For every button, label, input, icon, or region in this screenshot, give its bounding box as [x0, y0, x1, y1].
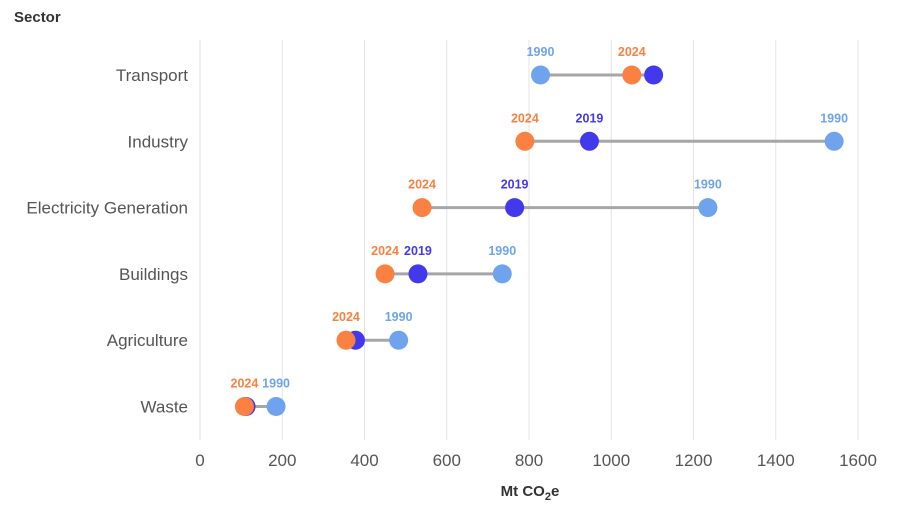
point-waste-2024: [234, 397, 254, 416]
gridlines: [199, 40, 859, 440]
x-tick-label-1200: 1200: [675, 451, 713, 470]
point-electricity-generation-2024: [412, 198, 432, 218]
x-tick-label-400: 400: [350, 451, 378, 470]
category-labels: Transport Industry Electricity Generation B…: [26, 66, 188, 417]
data-label-agriculture-1990: 1990: [385, 310, 413, 324]
data-label-industry-2019: 2019: [576, 111, 604, 125]
data-label-electricity-generation-1990: 1990: [694, 178, 722, 192]
point-buildings-2019: [408, 264, 428, 284]
data-label-electricity-generation-2019: 2019: [501, 178, 529, 192]
point-agriculture-2024: [336, 330, 356, 350]
point-industry-2024: [515, 131, 535, 151]
x-tick-labels: 0 200 400 600 800 1000 1200 1400 1600: [195, 451, 877, 470]
point-industry-2019: [579, 131, 599, 151]
data-label-electricity-generation-2024: 2024: [408, 178, 436, 192]
category-label-transport: Transport: [116, 66, 188, 85]
point-transport-1990: [531, 65, 551, 85]
x-tick-label-200: 200: [268, 451, 296, 470]
point-agriculture-1990: [389, 330, 409, 350]
data-label-industry-2024: 2024: [511, 111, 539, 125]
point-electricity-generation-1990: [698, 198, 718, 218]
x-tick-label-800: 800: [515, 451, 543, 470]
x-tick-label-1400: 1400: [757, 451, 795, 470]
data-label-transport-2024: 2024: [618, 45, 646, 59]
category-label-waste: Waste: [140, 398, 188, 417]
point-buildings-1990: [492, 264, 512, 284]
data-label-waste-1990: 1990: [262, 377, 290, 391]
point-transport-2019: [644, 65, 664, 85]
data-points: [234, 65, 844, 416]
x-tick-label-1600: 1600: [839, 451, 877, 470]
data-labels: 1990 202419902019202419902019202419902019…: [231, 45, 849, 391]
y-axis-title: Sector: [14, 9, 61, 26]
point-electricity-generation-2019: [505, 198, 525, 218]
data-label-waste-2024: 2024: [231, 377, 259, 391]
data-label-industry-1990: 1990: [820, 111, 848, 125]
category-label-industry: Industry: [128, 132, 189, 151]
point-transport-2024: [622, 65, 642, 85]
point-waste-1990: [266, 397, 286, 416]
category-label-buildings: Buildings: [119, 265, 188, 284]
x-tick-label-600: 600: [433, 451, 461, 470]
data-label-agriculture-2024: 2024: [332, 310, 360, 324]
point-industry-1990: [824, 131, 844, 151]
connectors: [244, 73, 835, 408]
x-axis-title: Mt CO2e: [501, 483, 560, 503]
data-label-transport-1990: 1990: [527, 45, 555, 59]
point-buildings-2024: [375, 264, 395, 284]
x-tick-label-1000: 1000: [592, 451, 630, 470]
data-label-buildings-1990: 1990: [488, 244, 516, 258]
x-axis-title-suffix: e: [551, 483, 559, 500]
category-label-electricity-generation: Electricity Generation: [26, 199, 188, 218]
category-label-agriculture: Agriculture: [107, 331, 188, 350]
x-axis-title-subscript: 2: [545, 491, 551, 503]
x-tick-label-0: 0: [195, 451, 204, 470]
data-label-buildings-2019: 2019: [404, 244, 432, 258]
data-label-buildings-2024: 2024: [371, 244, 399, 258]
